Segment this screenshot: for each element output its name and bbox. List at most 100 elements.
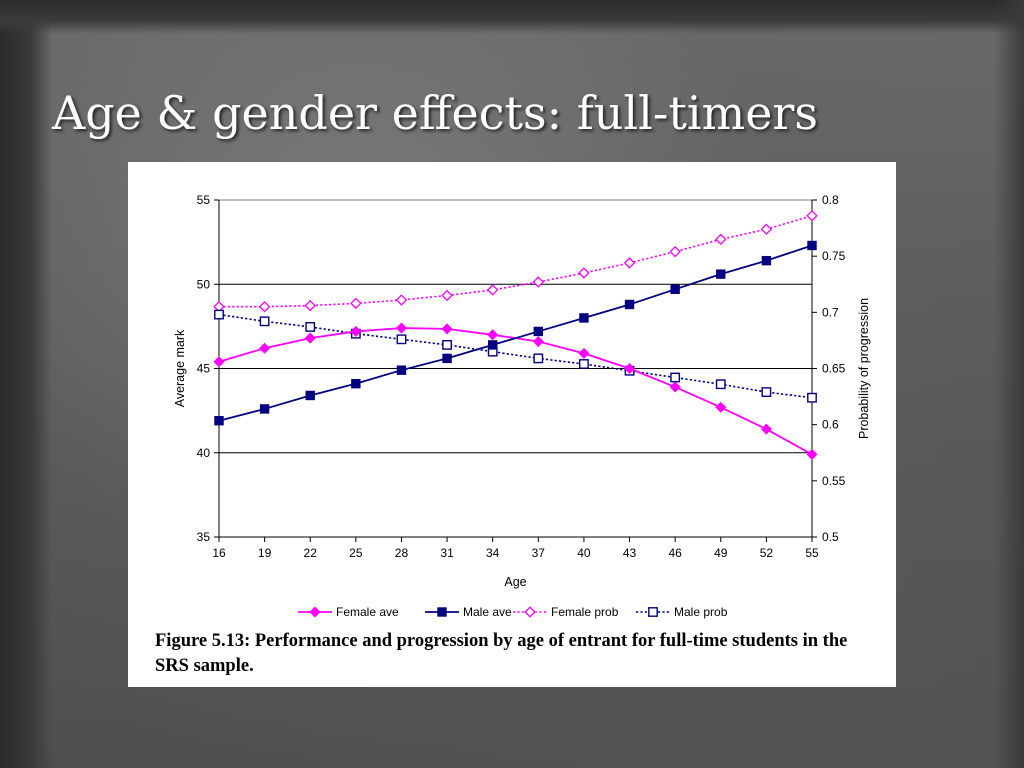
legend-item: Female ave (298, 605, 399, 619)
slide-border-right (994, 0, 1024, 768)
data-point (395, 294, 408, 306)
data-point (806, 448, 818, 460)
x-tick-label: 52 (760, 546, 774, 560)
data-point (305, 322, 316, 332)
data-point (395, 322, 407, 334)
data-point (532, 336, 544, 348)
data-point (350, 297, 362, 310)
y2-tick-label: 0.7 (822, 305, 839, 319)
legend-label: Female ave (336, 605, 399, 619)
legend-label: Female prob (551, 605, 619, 619)
x-tick-label: 37 (532, 546, 546, 560)
legend-label: Male prob (674, 605, 728, 619)
data-point (715, 379, 726, 390)
data-point (532, 276, 545, 288)
data-point (304, 332, 316, 344)
y-axis-title: Average mark (173, 329, 187, 407)
data-point (214, 416, 224, 426)
y2-tick-label: 0.65 (822, 362, 846, 376)
data-point (487, 329, 499, 341)
data-point (214, 309, 224, 320)
series-line (218, 313, 813, 399)
data-point (350, 325, 362, 337)
data-point (259, 316, 270, 327)
data-point (624, 362, 636, 375)
y-tick-label: 55 (197, 193, 211, 207)
legend-item: Male prob (636, 605, 728, 619)
x-tick-label: 40 (577, 546, 591, 560)
x-tick-label: 55 (805, 546, 819, 560)
data-point (442, 340, 452, 350)
slide-border-top (0, 0, 1024, 34)
x-tick-label: 31 (440, 546, 454, 560)
data-point (670, 284, 680, 295)
data-point (213, 356, 225, 368)
figure-panel: 35 40 45 50 55 0.5 0.55 0.6 0.65 0.7 0.75 0.8 16 19 22… (128, 162, 896, 687)
slide-border-left (0, 0, 52, 768)
y2-tick-label: 0.55 (822, 474, 846, 488)
series-male-ave (214, 240, 817, 426)
data-point (624, 299, 635, 310)
y-tick-label: 40 (197, 446, 211, 460)
data-point (486, 284, 499, 296)
data-point (305, 390, 315, 401)
data-point (351, 378, 361, 389)
x-tick-label: 43 (623, 546, 637, 560)
y2-tick-label: 0.75 (822, 249, 846, 263)
series-line (219, 214, 813, 308)
data-point (304, 299, 316, 312)
y-tick-label: 35 (197, 530, 211, 544)
figure-caption: Figure 5.13: Performance and progression… (155, 631, 848, 676)
series-female-prob (213, 210, 818, 313)
data-point (396, 334, 407, 345)
x-tick-label: 25 (349, 546, 363, 560)
data-point (524, 606, 536, 618)
data-point (715, 233, 727, 246)
data-point (715, 401, 727, 413)
data-point (760, 423, 772, 435)
legend-item: Male ave (425, 605, 512, 619)
data-point (579, 359, 589, 369)
y-tick-label: 45 (197, 362, 211, 376)
series (213, 210, 818, 460)
y2-tick-label: 0.8 (822, 193, 839, 207)
x-tick-label: 46 (668, 546, 682, 560)
data-point (579, 313, 589, 323)
data-point (623, 257, 636, 269)
data-point (441, 289, 453, 302)
series-female-ave (213, 322, 818, 460)
legend-item: Female prob (513, 605, 619, 619)
data-point (442, 353, 452, 364)
data-point (807, 240, 817, 251)
x-axis-title: Age (504, 575, 526, 589)
data-point (761, 387, 772, 397)
data-point (669, 381, 681, 393)
data-point (487, 340, 498, 350)
data-point (533, 353, 544, 364)
data-point (760, 223, 773, 235)
x-tick-label: 28 (395, 546, 409, 560)
legend-label: Male ave (463, 605, 512, 619)
data-point (396, 365, 407, 375)
data-point (806, 210, 818, 222)
y2-axis-title: Probability of progression (857, 298, 871, 439)
data-point (669, 245, 681, 258)
slide-title: Age & gender effects: full-timers (52, 86, 819, 140)
x-tick-label: 49 (714, 546, 728, 560)
data-point (259, 342, 271, 354)
data-point (533, 326, 544, 337)
data-point (648, 607, 658, 617)
x-tick-label: 34 (486, 546, 500, 560)
data-point (578, 347, 590, 359)
data-point (258, 300, 271, 313)
y2-tick-label: 0.5 (822, 530, 839, 544)
y2-tick-label: 0.6 (822, 418, 839, 432)
data-point (437, 607, 447, 617)
data-point (441, 323, 453, 335)
series-line (218, 244, 813, 422)
x-tick-label: 19 (258, 546, 272, 560)
data-point (670, 372, 681, 383)
x-tick-label: 16 (212, 546, 226, 560)
